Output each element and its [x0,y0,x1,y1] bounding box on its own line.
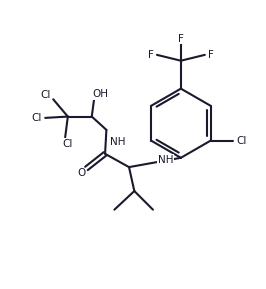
Text: Cl: Cl [31,113,42,123]
Text: F: F [208,50,214,60]
Text: NH: NH [158,155,173,165]
Text: Cl: Cl [40,90,51,100]
Text: Cl: Cl [236,136,247,145]
Text: F: F [178,34,184,44]
Text: F: F [148,50,154,60]
Text: O: O [77,168,86,178]
Text: OH: OH [92,90,108,99]
Text: Cl: Cl [63,139,73,149]
Text: NH: NH [110,137,126,147]
